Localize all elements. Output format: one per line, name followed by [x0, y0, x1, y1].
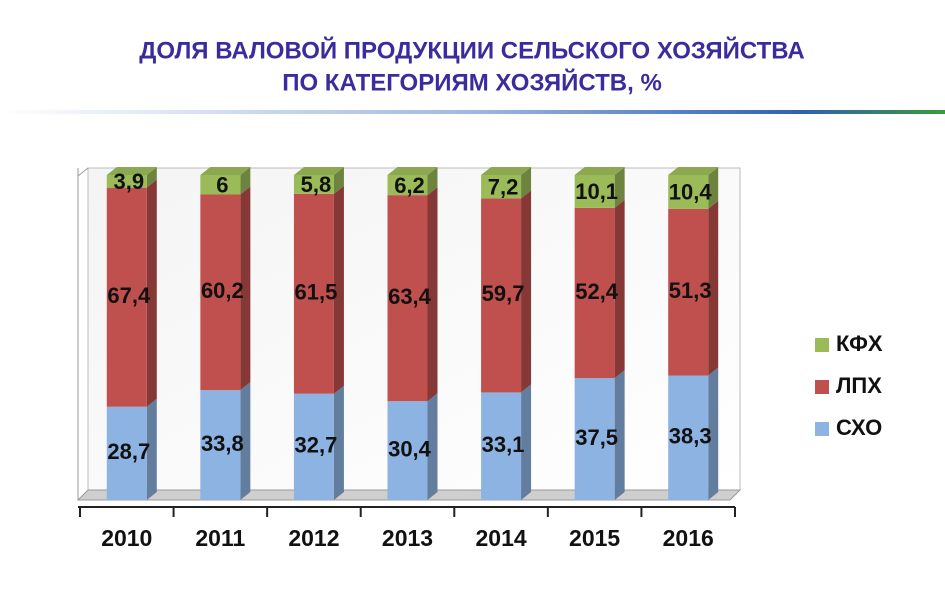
- data-label: 10,1: [575, 179, 618, 204]
- bar-segment: [668, 208, 709, 376]
- data-label: 33,1: [482, 432, 525, 457]
- bar-side: [521, 167, 532, 199]
- bar-segment: [106, 406, 147, 500]
- bar-side: [240, 382, 251, 500]
- bar-segment: [387, 401, 428, 500]
- bar-top: [574, 167, 625, 175]
- data-label: 6: [216, 173, 228, 198]
- data-label: 5,8: [301, 172, 332, 197]
- bar-side: [708, 167, 719, 209]
- bar-top: [293, 167, 344, 175]
- bar-side: [427, 187, 438, 402]
- x-tick-label: 2015: [569, 525, 620, 551]
- data-label: 67,4: [107, 283, 151, 308]
- bar-segment: [574, 175, 615, 208]
- legend-swatch: [815, 380, 829, 394]
- bar-side: [146, 167, 157, 188]
- x-tick-label: 2016: [663, 525, 714, 551]
- data-label: 33,8: [201, 431, 244, 456]
- bar-segment: [387, 175, 428, 196]
- data-label: 38,3: [669, 424, 712, 449]
- bar-side: [240, 167, 251, 195]
- bar-top: [106, 167, 157, 175]
- legend-swatch: [815, 338, 829, 352]
- data-label: 28,7: [107, 439, 150, 464]
- bar-segment: [200, 175, 241, 195]
- data-label: 60,2: [201, 278, 244, 303]
- bar-segment: [574, 207, 615, 379]
- bar-segment: [106, 187, 147, 407]
- bar-top: [387, 167, 438, 175]
- legend-label: ЛПХ: [836, 373, 882, 398]
- bar-segment: [387, 195, 428, 402]
- data-label: 7,2: [488, 175, 519, 200]
- bar-top: [668, 167, 719, 175]
- bar-segment: [200, 194, 241, 391]
- bar-side: [427, 167, 438, 196]
- bar-segment: [481, 198, 522, 393]
- bar-segment: [668, 175, 709, 209]
- x-tick-label: 2014: [475, 525, 526, 551]
- data-label: 30,4: [388, 436, 432, 461]
- data-label: 6,2: [394, 173, 425, 198]
- bar-side: [146, 179, 157, 407]
- bar-top: [481, 167, 532, 175]
- x-tick-label: 2011: [195, 525, 245, 551]
- bar-side: [708, 200, 719, 376]
- bar-segment: [481, 175, 522, 199]
- x-tick-label: 2013: [382, 525, 433, 551]
- chart-title: ПО КАТЕГОРИЯМ ХОЗЯЙСТВ, %: [282, 68, 662, 96]
- bar-segment: [293, 175, 334, 194]
- data-label: 52,4: [575, 279, 619, 304]
- bar-side: [146, 398, 157, 500]
- data-label: 63,4: [388, 284, 432, 309]
- data-label: 61,5: [295, 280, 338, 305]
- bar-segment: [574, 378, 615, 500]
- bar-side: [614, 167, 625, 208]
- data-label: 51,3: [669, 278, 712, 303]
- bar-side: [521, 384, 532, 500]
- bar-side: [333, 167, 344, 194]
- legend-label: СХО: [836, 415, 882, 440]
- legend-swatch: [815, 422, 829, 436]
- bar-side: [521, 190, 532, 393]
- bar-top: [200, 167, 251, 175]
- bar-segment: [106, 175, 147, 188]
- data-label: 32,7: [295, 433, 338, 458]
- bar-side: [240, 186, 251, 391]
- bar-segment: [668, 375, 709, 500]
- x-tick-label: 2010: [101, 525, 152, 551]
- x-tick-label: 2012: [288, 525, 339, 551]
- bar-side: [614, 199, 625, 379]
- legend-label: КФХ: [836, 331, 883, 356]
- bar-side: [333, 185, 344, 394]
- data-label: 37,5: [575, 425, 618, 450]
- bar-segment: [200, 390, 241, 500]
- chart-title: ДОЛЯ ВАЛОВОЙ ПРОДУКЦИИ СЕЛЬСКОГО ХОЗЯЙСТ…: [139, 36, 804, 64]
- data-label: 59,7: [482, 281, 525, 306]
- bar-side: [427, 393, 438, 500]
- wall-edge: [77, 167, 89, 177]
- bar-side: [333, 385, 344, 500]
- bar-side: [708, 367, 719, 500]
- bar-segment: [293, 193, 334, 394]
- bar-segment: [293, 393, 334, 500]
- data-label: 10,4: [669, 180, 713, 205]
- bar-segment: [481, 392, 522, 500]
- bar-side: [614, 370, 625, 500]
- title-rule: [0, 110, 945, 114]
- data-label: 3,9: [113, 169, 144, 194]
